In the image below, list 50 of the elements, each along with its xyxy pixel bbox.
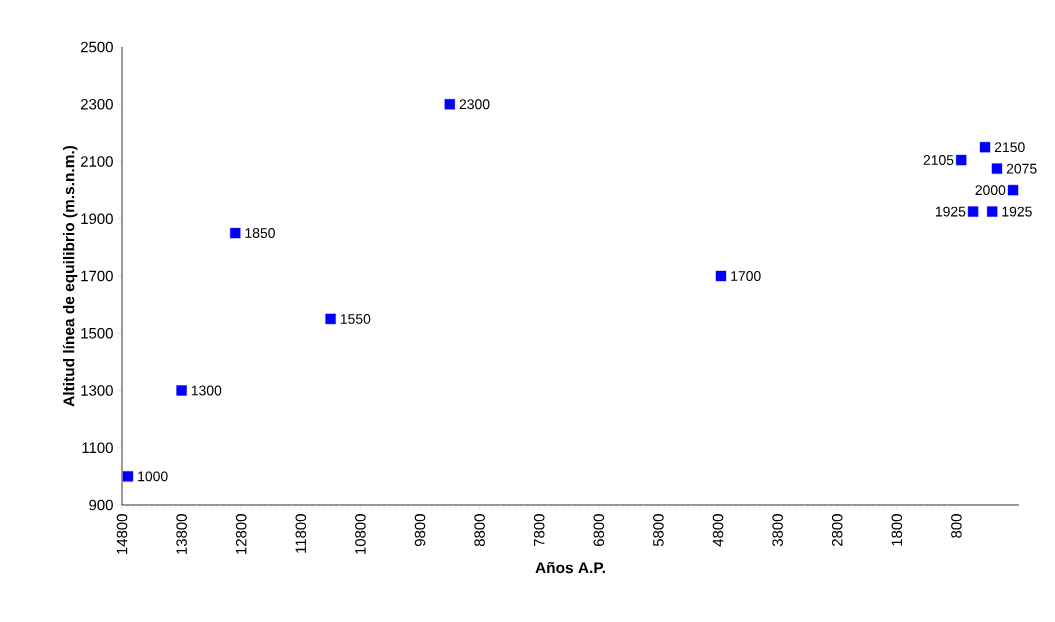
- data-label: 2105: [923, 155, 954, 165]
- point: [122, 471, 134, 482]
- x-tick-label: 12800: [235, 514, 247, 554]
- y-tick-label: 2100: [80, 156, 113, 167]
- x-tick-label: 1800: [891, 514, 903, 546]
- x-tick-label: 5800: [653, 514, 664, 547]
- point: [715, 270, 727, 282]
- y-tick-label: 2500: [80, 41, 113, 53]
- point: [979, 141, 991, 153]
- x-tick-label: 11800: [295, 514, 307, 553]
- data-label: 1550: [340, 313, 371, 324]
- data-label: 1925: [935, 206, 966, 217]
- y-tick-label: 1900: [81, 213, 113, 225]
- point: [230, 227, 241, 239]
- y-tick-label: 1300: [81, 385, 113, 396]
- x-tick-label: 3800: [772, 514, 783, 547]
- point: [991, 163, 1003, 174]
- point: [444, 99, 456, 110]
- x-axis-title: Años A.P.: [535, 561, 605, 574]
- point: [967, 206, 979, 217]
- x-tick-label: 7800: [533, 514, 545, 546]
- data-label: 2150: [994, 142, 1025, 153]
- y-tick-label: 900: [89, 499, 113, 511]
- data-label: 1850: [245, 228, 275, 238]
- point: [1007, 184, 1019, 196]
- y-tick-label: 1500: [81, 327, 113, 339]
- data-label: 1925: [1002, 206, 1032, 217]
- data-label: 1300: [191, 385, 222, 396]
- data-label: 2000: [975, 185, 1006, 196]
- point: [955, 154, 967, 166]
- x-tick-label: 13800: [176, 514, 187, 554]
- y-tick-label: 2300: [80, 98, 113, 110]
- y-axis-title: Altitud línea de equilibrio (m.s.n.m.): [62, 145, 78, 407]
- x-tick-label: 9800: [414, 514, 426, 547]
- point: [176, 385, 187, 396]
- y-tick-label: 1100: [82, 442, 113, 454]
- y-tick-label: 1700: [81, 270, 113, 282]
- x-tick-label: 800: [951, 514, 962, 538]
- x-tick-label: 14800: [116, 514, 128, 554]
- data-label: 1700: [731, 271, 761, 281]
- data-label: 1000: [138, 471, 168, 482]
- point: [986, 206, 998, 217]
- data-label: 2300: [459, 99, 490, 110]
- x-tick-label: 4800: [712, 514, 724, 547]
- x-tick-label: 6800: [593, 514, 605, 546]
- point: [325, 313, 336, 325]
- x-tick-label: 8800: [474, 514, 485, 547]
- data-label: 2075: [1006, 163, 1037, 174]
- x-tick-label: 2800: [831, 514, 843, 546]
- x-tick-label: 10800: [355, 514, 366, 554]
